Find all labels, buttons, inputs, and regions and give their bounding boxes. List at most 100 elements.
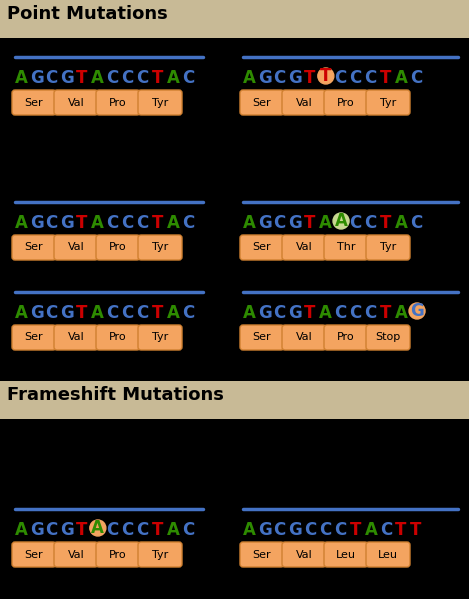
Text: C: C bbox=[121, 214, 134, 232]
Text: G: G bbox=[30, 69, 44, 87]
Text: A: A bbox=[243, 521, 256, 539]
Text: T: T bbox=[380, 69, 391, 87]
Text: G: G bbox=[288, 214, 303, 232]
Text: A: A bbox=[91, 214, 104, 232]
Text: Point Mutations: Point Mutations bbox=[7, 5, 168, 23]
FancyBboxPatch shape bbox=[240, 90, 284, 115]
Text: Tyr: Tyr bbox=[380, 98, 396, 107]
Text: T: T bbox=[320, 67, 332, 85]
Text: G: G bbox=[288, 304, 303, 322]
FancyBboxPatch shape bbox=[54, 325, 98, 350]
Text: C: C bbox=[45, 521, 58, 539]
Text: Pro: Pro bbox=[337, 332, 355, 343]
FancyBboxPatch shape bbox=[282, 542, 326, 567]
FancyBboxPatch shape bbox=[12, 90, 56, 115]
FancyBboxPatch shape bbox=[54, 235, 98, 260]
FancyBboxPatch shape bbox=[282, 235, 326, 260]
Text: Val: Val bbox=[68, 549, 84, 559]
Text: Tyr: Tyr bbox=[380, 243, 396, 253]
Text: G: G bbox=[258, 69, 272, 87]
FancyBboxPatch shape bbox=[138, 325, 182, 350]
Text: Val: Val bbox=[68, 243, 84, 253]
Text: C: C bbox=[106, 304, 119, 322]
Text: T: T bbox=[152, 69, 163, 87]
Text: C: C bbox=[349, 304, 362, 322]
Text: A: A bbox=[91, 69, 104, 87]
Text: A: A bbox=[91, 304, 104, 322]
Text: A: A bbox=[15, 304, 28, 322]
Text: A: A bbox=[167, 69, 180, 87]
Text: G: G bbox=[30, 214, 44, 232]
FancyBboxPatch shape bbox=[324, 542, 368, 567]
Text: A: A bbox=[15, 521, 28, 539]
Text: C: C bbox=[380, 521, 392, 539]
FancyBboxPatch shape bbox=[96, 325, 140, 350]
FancyBboxPatch shape bbox=[138, 90, 182, 115]
Text: Tyr: Tyr bbox=[152, 243, 168, 253]
Text: C: C bbox=[121, 521, 134, 539]
Text: A: A bbox=[167, 521, 180, 539]
Circle shape bbox=[409, 303, 425, 319]
Text: C: C bbox=[136, 214, 149, 232]
FancyBboxPatch shape bbox=[240, 325, 284, 350]
FancyBboxPatch shape bbox=[282, 90, 326, 115]
Text: T: T bbox=[76, 69, 87, 87]
Text: Tyr: Tyr bbox=[152, 332, 168, 343]
Text: C: C bbox=[410, 69, 423, 87]
FancyBboxPatch shape bbox=[282, 325, 326, 350]
Text: Val: Val bbox=[68, 332, 84, 343]
Text: C: C bbox=[182, 69, 195, 87]
Text: C: C bbox=[273, 214, 286, 232]
Text: C: C bbox=[364, 304, 377, 322]
Text: Ser: Ser bbox=[253, 243, 271, 253]
Text: T: T bbox=[304, 69, 315, 87]
Text: Leu: Leu bbox=[336, 549, 356, 559]
Text: C: C bbox=[121, 304, 134, 322]
Text: C: C bbox=[334, 521, 347, 539]
Text: T: T bbox=[152, 304, 163, 322]
Text: A: A bbox=[243, 304, 256, 322]
Text: C: C bbox=[136, 304, 149, 322]
Text: Val: Val bbox=[295, 243, 312, 253]
Text: Leu: Leu bbox=[378, 549, 398, 559]
Text: G: G bbox=[61, 69, 75, 87]
Text: G: G bbox=[61, 304, 75, 322]
FancyBboxPatch shape bbox=[240, 235, 284, 260]
Text: G: G bbox=[288, 69, 303, 87]
Text: Frameshift Mutations: Frameshift Mutations bbox=[7, 386, 224, 404]
Text: C: C bbox=[273, 304, 286, 322]
FancyBboxPatch shape bbox=[12, 235, 56, 260]
Text: Tyr: Tyr bbox=[152, 549, 168, 559]
Text: A: A bbox=[167, 304, 180, 322]
Text: Ser: Ser bbox=[253, 98, 271, 107]
Text: A: A bbox=[395, 69, 408, 87]
Circle shape bbox=[333, 213, 349, 229]
Text: T: T bbox=[395, 521, 406, 539]
Text: C: C bbox=[364, 214, 377, 232]
Circle shape bbox=[318, 68, 334, 84]
FancyBboxPatch shape bbox=[138, 235, 182, 260]
Text: T: T bbox=[76, 521, 87, 539]
Text: T: T bbox=[76, 304, 87, 322]
Text: A: A bbox=[395, 304, 408, 322]
Text: C: C bbox=[136, 521, 149, 539]
FancyBboxPatch shape bbox=[366, 542, 410, 567]
Text: T: T bbox=[76, 214, 87, 232]
Text: G: G bbox=[61, 521, 75, 539]
Text: Val: Val bbox=[295, 549, 312, 559]
Text: C: C bbox=[182, 304, 195, 322]
FancyBboxPatch shape bbox=[12, 542, 56, 567]
Bar bbox=[0, 0, 469, 38]
FancyBboxPatch shape bbox=[366, 90, 410, 115]
FancyBboxPatch shape bbox=[240, 542, 284, 567]
Text: G: G bbox=[30, 521, 44, 539]
FancyBboxPatch shape bbox=[138, 542, 182, 567]
Text: C: C bbox=[136, 69, 149, 87]
Text: T: T bbox=[380, 304, 391, 322]
Text: Stop: Stop bbox=[375, 332, 401, 343]
Text: T: T bbox=[349, 521, 361, 539]
FancyBboxPatch shape bbox=[324, 325, 368, 350]
Text: A: A bbox=[364, 521, 378, 539]
Text: C: C bbox=[304, 521, 316, 539]
Text: Val: Val bbox=[295, 98, 312, 107]
